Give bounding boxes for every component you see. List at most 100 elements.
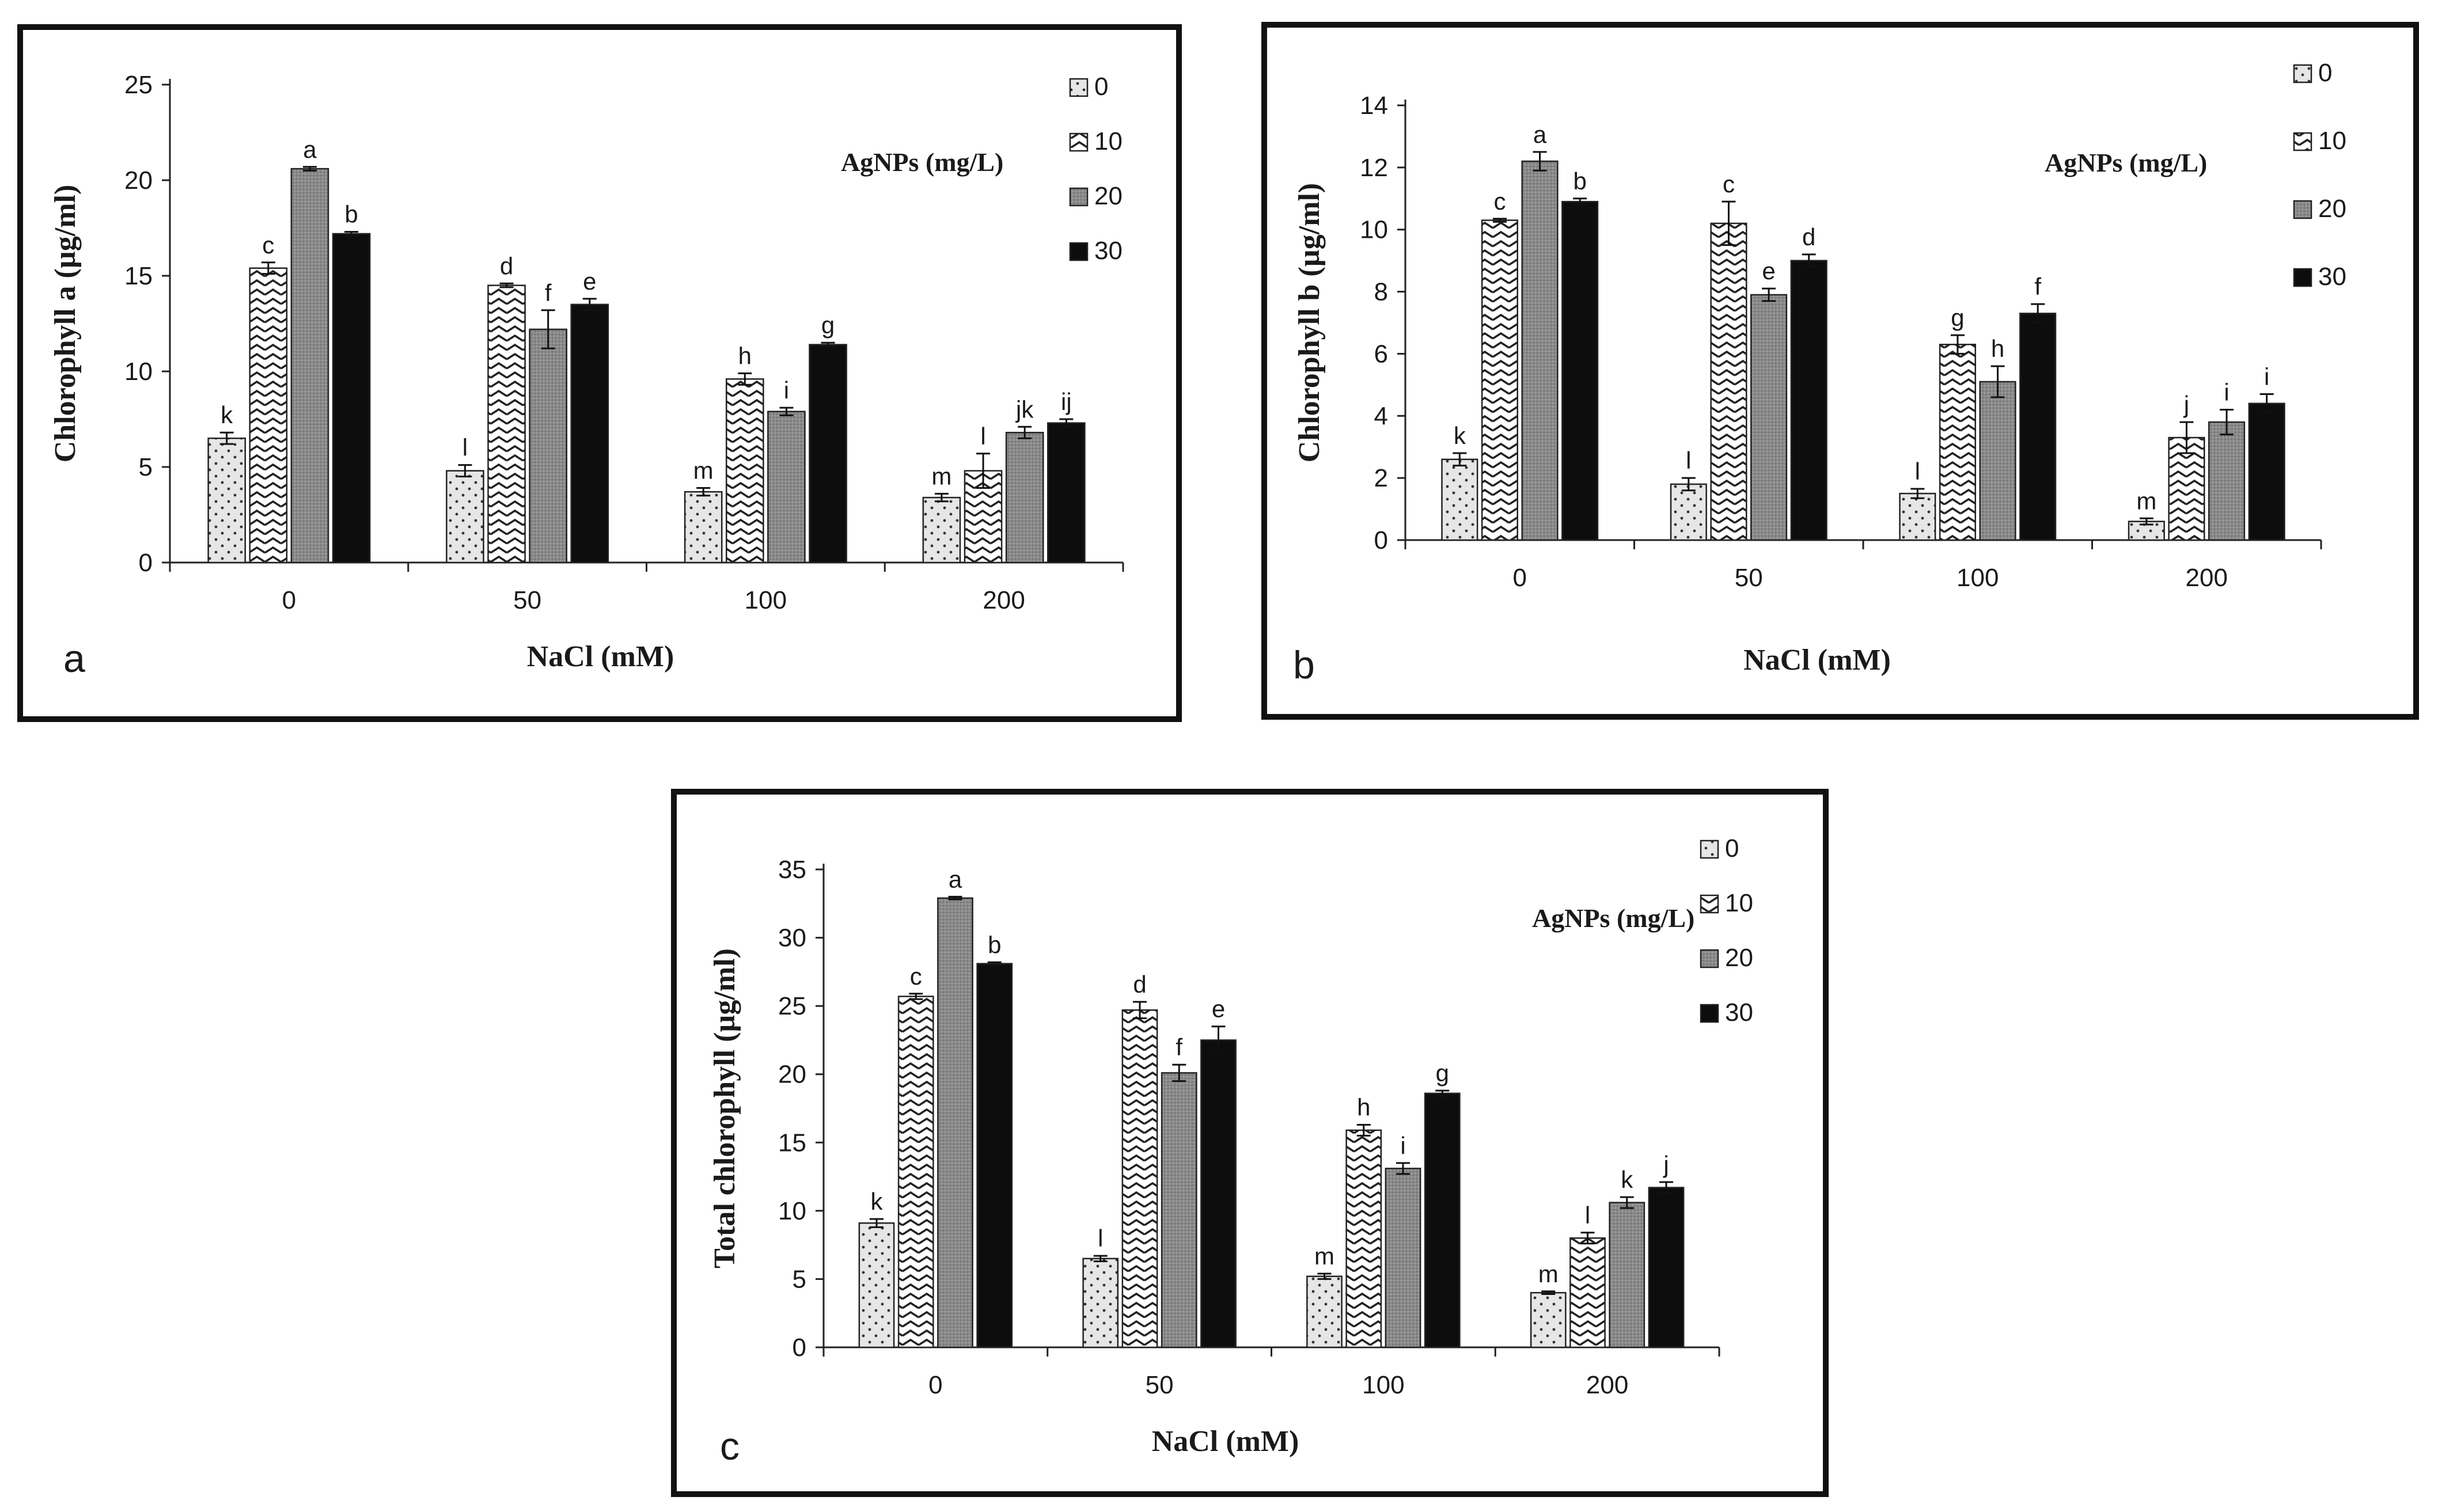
- y-tick-label: 25: [778, 992, 806, 1020]
- chart-panel-a: 0 5 10 15 20 25 0 k c a b 50 l d f e 100 m h i g 200 m l jk ij NaC…: [17, 24, 1182, 722]
- bar: [922, 496, 961, 564]
- significance-letter: j: [2183, 391, 2189, 418]
- y-tick-label: 25: [124, 71, 153, 99]
- bar: [937, 897, 973, 1348]
- x-tick-label: 50: [1146, 1371, 1174, 1399]
- chart-panel-b: 0 2 4 6 8 10 12 14 0 k c a b 50 l c e d 100 l g h f 200 m j i i NaCl…: [1261, 22, 2419, 720]
- y-tick-label: 6: [1374, 340, 1388, 368]
- significance-letter: m: [693, 457, 714, 484]
- y-tick-label: 15: [124, 262, 153, 290]
- significance-letter: l: [1915, 458, 1920, 485]
- y-tick-label: 35: [778, 856, 806, 884]
- bar: [1790, 260, 1827, 541]
- y-tick-label: 4: [1374, 402, 1388, 430]
- bar: [1424, 1092, 1461, 1348]
- bar: [1710, 222, 1747, 541]
- y-tick-label: 30: [778, 924, 806, 952]
- bar: [1521, 160, 1559, 541]
- significance-letter: d: [1802, 223, 1815, 250]
- panel-label: c: [720, 1424, 740, 1468]
- legend-label: 30: [1725, 998, 1753, 1027]
- bar: [964, 470, 1003, 564]
- x-axis-title: NaCl (mM): [527, 640, 674, 673]
- y-tick-label: 5: [139, 453, 153, 481]
- significance-letter: i: [2264, 363, 2269, 390]
- significance-letter: e: [1762, 257, 1775, 284]
- x-tick-label: 50: [513, 586, 541, 614]
- bar: [529, 328, 568, 564]
- significance-letter: i: [784, 377, 789, 404]
- significance-letter: f: [1176, 1034, 1182, 1061]
- significance-letter: e: [583, 268, 596, 295]
- bar: [1441, 458, 1478, 541]
- legend-swatch: [1069, 187, 1089, 207]
- legend-label: 10: [1094, 127, 1123, 155]
- legend-title: AgNPs (mg/L): [2045, 148, 2207, 177]
- significance-letter: k: [870, 1188, 883, 1215]
- significance-letter: ij: [1061, 388, 1072, 415]
- legend-label: 20: [1094, 182, 1123, 210]
- significance-letter: c: [262, 231, 274, 259]
- x-tick-label: 200: [983, 586, 1025, 614]
- bar: [1200, 1039, 1237, 1348]
- significance-letter: g: [1436, 1059, 1449, 1086]
- bar: [684, 491, 723, 564]
- legend-swatch: [1700, 949, 1719, 968]
- significance-letter: f: [2034, 273, 2041, 300]
- significance-letter: a: [303, 136, 317, 163]
- legend-swatch: [1700, 894, 1719, 914]
- significance-letter: i: [2224, 379, 2229, 406]
- legend-swatch: [2293, 268, 2312, 287]
- x-tick-label: 100: [745, 586, 787, 614]
- bar: [1481, 219, 1519, 541]
- y-axis-title: Chlorophyll a (µg/ml): [49, 185, 82, 463]
- significance-letter: d: [500, 252, 513, 279]
- x-tick-label: 0: [1513, 564, 1527, 592]
- y-tick-label: 10: [778, 1197, 806, 1225]
- significance-letter: a: [1533, 121, 1547, 148]
- significance-letter: d: [1133, 971, 1146, 998]
- legend-swatch: [1069, 242, 1089, 261]
- legend-label: 10: [1725, 889, 1753, 917]
- significance-letter: l: [1585, 1202, 1590, 1229]
- y-tick-label: 0: [139, 549, 153, 577]
- bar: [1648, 1187, 1685, 1348]
- x-tick-label: 200: [1586, 1371, 1628, 1399]
- significance-letter: a: [949, 865, 962, 892]
- legend-label: 20: [1725, 944, 1753, 972]
- legend-swatch: [2293, 200, 2312, 219]
- y-tick-label: 15: [778, 1129, 806, 1157]
- significance-letter: j: [1662, 1151, 1669, 1178]
- x-tick-label: 200: [2186, 564, 2228, 592]
- significance-letter: i: [1400, 1132, 1405, 1159]
- bar: [1670, 483, 1707, 541]
- bar: [809, 344, 847, 564]
- bar: [1569, 1237, 1606, 1348]
- bar: [1530, 1291, 1567, 1348]
- legend-swatch: [1700, 1004, 1719, 1023]
- y-tick-label: 20: [778, 1061, 806, 1089]
- y-tick-label: 10: [124, 358, 153, 386]
- bar: [725, 378, 764, 564]
- x-axis-title: NaCl (mM): [1743, 644, 1891, 677]
- bar: [976, 963, 1013, 1348]
- bar: [249, 267, 288, 564]
- bar: [446, 470, 484, 564]
- significance-letter: k: [1454, 422, 1466, 449]
- significance-letter: l: [980, 423, 985, 450]
- bar: [487, 284, 526, 564]
- y-tick-label: 2: [1374, 464, 1388, 492]
- legend-swatch: [2293, 132, 2312, 151]
- y-tick-label: 12: [1360, 154, 1388, 182]
- x-tick-label: 50: [1735, 564, 1763, 592]
- significance-letter: k: [1621, 1166, 1633, 1193]
- bar: [767, 411, 806, 564]
- significance-letter: g: [821, 311, 835, 339]
- significance-letter: f: [545, 279, 552, 306]
- x-tick-label: 100: [1957, 564, 1999, 592]
- panel-label: b: [1293, 643, 1315, 687]
- bar: [290, 168, 329, 564]
- bar: [1161, 1072, 1197, 1348]
- significance-letter: b: [344, 201, 358, 228]
